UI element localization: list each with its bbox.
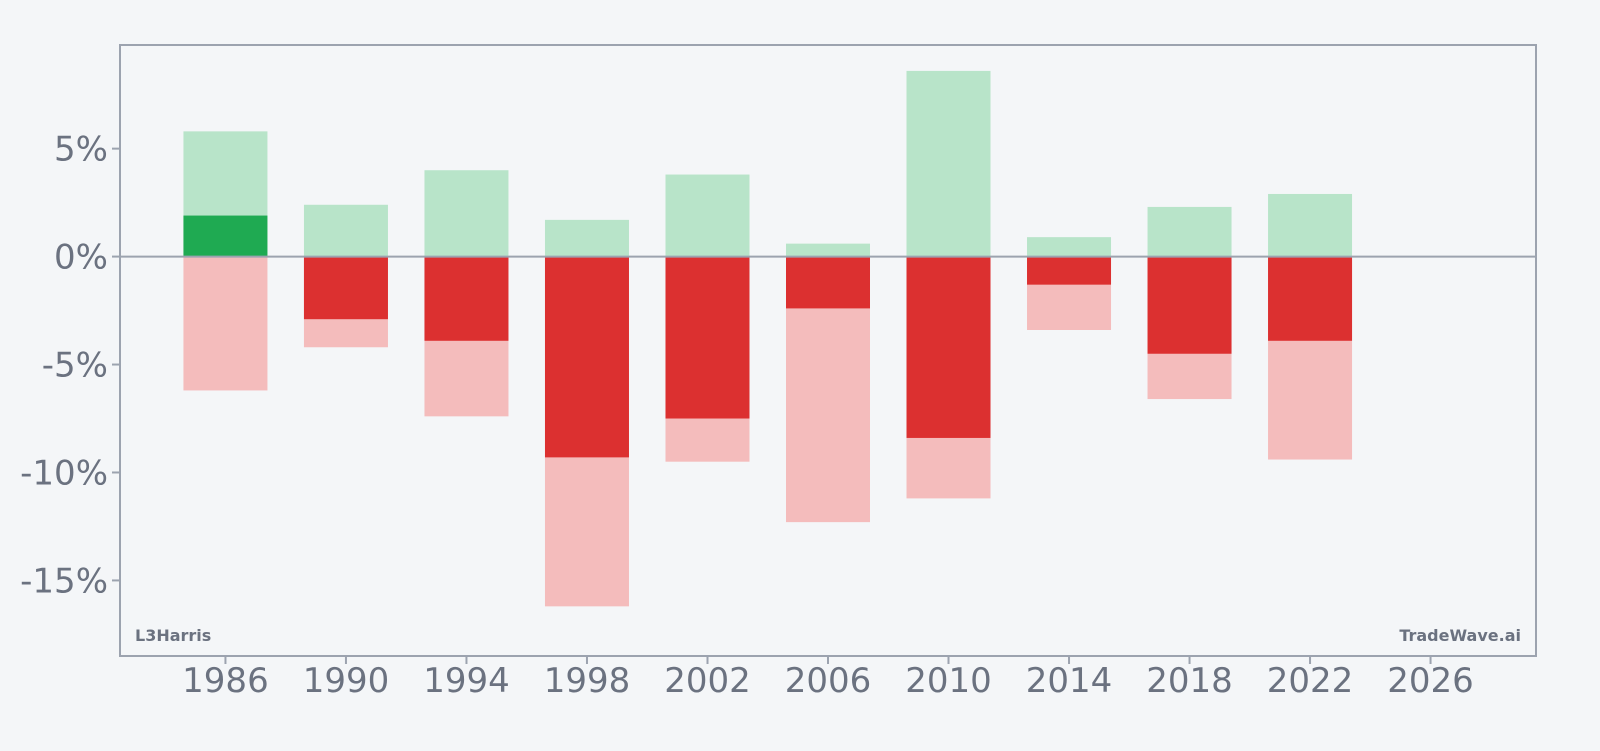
bar-range-up-2002 (665, 174, 750, 257)
x-tick-label: 1986 (182, 661, 269, 701)
x-tick-label: 2026 (1387, 661, 1474, 701)
bar-range-up-2018 (1147, 206, 1232, 257)
x-tick-label: 2002 (664, 661, 751, 701)
y-axis: 5% 0% -5% -10% -15% (20, 130, 120, 601)
bar-range-up-1994 (424, 170, 509, 257)
bar-range-up-2022 (1268, 193, 1353, 257)
bars-layer (183, 70, 1353, 607)
bar-value-down-2010 (906, 256, 991, 438)
bar-range-up-1998 (544, 219, 629, 257)
y-tick-label: 5% (54, 130, 108, 170)
y-tick-label: -15% (20, 561, 108, 601)
bar-value-down-1994 (424, 256, 509, 341)
y-tick-label: -5% (42, 346, 108, 386)
bar-value-down-2022 (1268, 256, 1353, 341)
x-axis: 1986 1990 1994 1998 2002 2006 2010 2014 2018 2022… (182, 656, 1474, 701)
bar-value-down-2018 (1147, 256, 1232, 354)
bar-range-up-1990 (303, 204, 388, 257)
bar-value-down-1990 (303, 256, 388, 320)
bar-value-down-2014 (1027, 256, 1112, 285)
bar-value-down-1998 (544, 256, 629, 458)
x-tick-label: 1990 (303, 661, 390, 701)
bar-value-down-2006 (786, 256, 870, 309)
bar-range-down-1986 (183, 256, 268, 391)
x-tick-label: 2022 (1267, 661, 1354, 701)
x-tick-label: 1994 (423, 661, 510, 701)
x-tick-label: 2018 (1146, 661, 1233, 701)
bar-range-up-2010 (906, 70, 991, 257)
x-tick-label: 2006 (785, 661, 872, 701)
brand-watermark: TradeWave.ai (1399, 626, 1521, 645)
bar-range-up-2006 (786, 243, 870, 257)
company-label: L3Harris (135, 626, 211, 645)
y-tick-label: 0% (54, 238, 108, 278)
bar-range-up-2014 (1027, 237, 1112, 257)
x-tick-label: 1998 (544, 661, 631, 701)
x-tick-label: 2014 (1026, 661, 1113, 701)
x-tick-label: 2010 (905, 661, 992, 701)
bar-value-down-2002 (665, 256, 750, 419)
y-tick-label: -10% (20, 453, 108, 493)
bar-value-up-1986 (183, 215, 268, 257)
